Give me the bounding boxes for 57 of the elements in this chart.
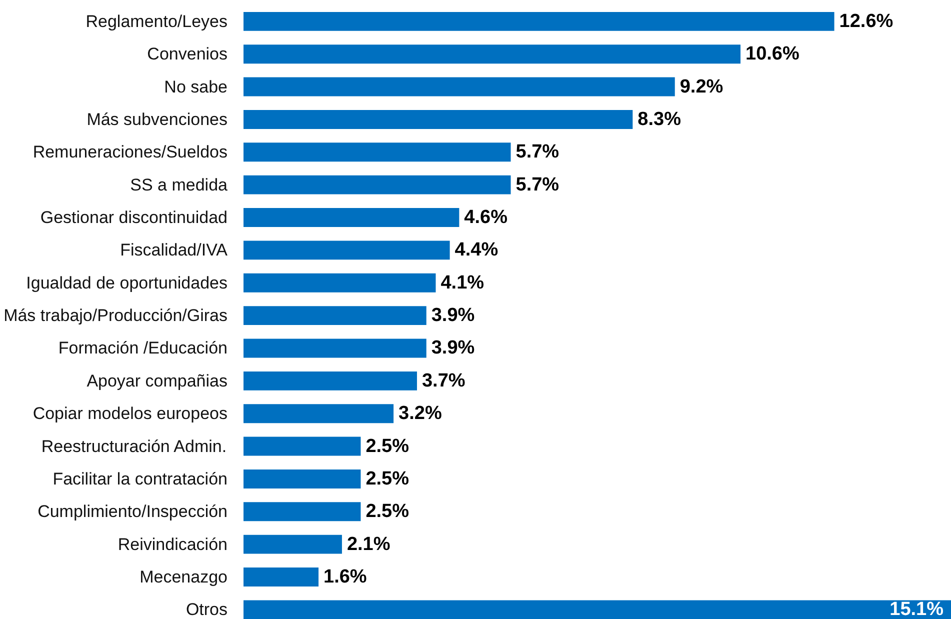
y-tick-label: Reivindicación [118, 534, 228, 554]
bar [244, 306, 426, 326]
y-tick-label: Reestructuración Admin. [41, 436, 227, 456]
bar [244, 110, 633, 129]
bar [244, 436, 361, 456]
data-label: 2.1% [346, 534, 390, 555]
bar [244, 175, 511, 194]
data-label: 15.1% [890, 599, 944, 619]
y-tick-label: Igualdad de oportunidades [26, 273, 228, 292]
bar [244, 273, 436, 292]
y-tick-label: Copiar modelos europeos [32, 404, 228, 424]
data-label: 8.3% [638, 108, 682, 130]
bar [244, 568, 319, 586]
data-label: 5.7% [516, 142, 560, 163]
data-label: 9.2% [680, 76, 724, 98]
y-tick-label: Más subvenciones [86, 110, 228, 129]
bar [244, 338, 426, 358]
bar [244, 600, 951, 619]
bar [244, 240, 450, 260]
y-tick-label: Convenios [147, 44, 228, 64]
y-tick-label: Remuneraciones/Sueldos [32, 142, 228, 162]
y-tick-label: Formación /Educación [58, 338, 228, 358]
y-tick-label: Apoyar compañias [86, 371, 228, 390]
bar [244, 534, 342, 554]
data-label: 4.6% [464, 207, 508, 228]
y-tick-label: Otros [186, 600, 228, 619]
bar [244, 44, 741, 64]
data-label: 10.6% [746, 44, 800, 65]
data-label: 3.9% [431, 305, 475, 326]
data-label: 2.5% [366, 468, 410, 490]
bar [244, 208, 460, 227]
bar [244, 404, 394, 424]
data-label: 4.1% [440, 272, 484, 294]
bar [244, 371, 417, 390]
y-tick-label: Gestionar discontinuidad [40, 208, 228, 228]
bar [244, 502, 361, 522]
bar [244, 469, 361, 488]
data-label: 4.4% [454, 240, 498, 261]
data-label: 3.2% [398, 403, 442, 424]
bar [244, 142, 511, 162]
y-tick-label: Más trabajo/Producción/Giras [4, 306, 228, 326]
y-tick-label: SS a medida [130, 175, 228, 194]
data-label: 3.9% [431, 338, 475, 359]
data-label: 2.5% [366, 501, 410, 522]
y-tick-label: Cumplimiento/Inspección [38, 502, 228, 522]
data-label: 2.5% [366, 436, 410, 457]
bar [244, 77, 675, 96]
data-label: 12.6% [839, 10, 894, 32]
y-tick-label: Facilitar la contratación [52, 469, 228, 488]
y-tick-label: Reglamento/Leyes [86, 12, 228, 31]
y-tick-label: Fiscalidad/IVA [120, 240, 228, 260]
y-tick-label: No sabe [164, 77, 228, 96]
bar [244, 12, 834, 31]
y-tick-label: Mecenazgo [140, 568, 228, 587]
data-label: 1.6% [324, 566, 367, 588]
data-label: 5.7% [516, 174, 560, 196]
data-label: 3.7% [422, 370, 466, 392]
